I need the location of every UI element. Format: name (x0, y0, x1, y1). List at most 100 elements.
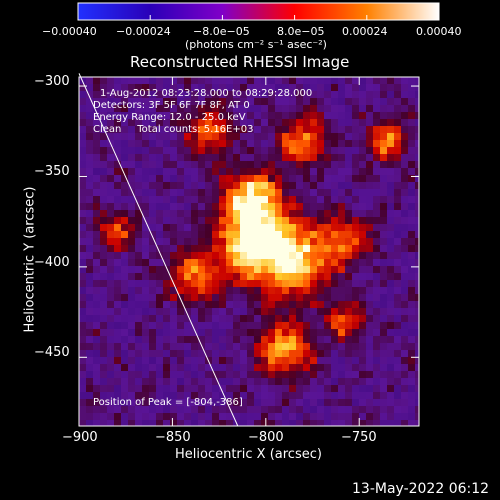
heatmap-cell (394, 245, 402, 253)
heatmap-cell (121, 210, 129, 218)
heatmap-cell (114, 140, 122, 148)
heatmap-cell (184, 308, 192, 316)
heatmap-cell (149, 420, 157, 426)
heatmap-cell (282, 420, 290, 426)
heatmap-cell (268, 301, 276, 309)
heatmap-cell (79, 161, 87, 169)
heatmap-cell (170, 315, 178, 323)
heatmap-cell (240, 133, 248, 141)
heatmap-cell (247, 315, 255, 323)
heatmap-cell (296, 91, 304, 99)
heatmap-cell (275, 238, 283, 246)
heatmap-cell (317, 406, 325, 414)
heatmap-cell (296, 126, 304, 134)
heatmap-cell (296, 420, 304, 426)
heatmap-cell (191, 371, 199, 379)
heatmap-cell (121, 217, 129, 225)
heatmap-cell (387, 280, 395, 288)
heatmap-cell (310, 168, 318, 176)
heatmap-cell (394, 91, 402, 99)
heatmap-cell (408, 91, 416, 99)
heatmap-cell (93, 182, 101, 190)
heatmap-cell (114, 224, 122, 232)
heatmap-cell (380, 105, 388, 113)
heatmap-cell (191, 147, 199, 155)
heatmap-cell (128, 294, 136, 302)
heatmap-cell (128, 175, 136, 183)
heatmap-cell (394, 336, 402, 344)
heatmap-cell (254, 406, 262, 414)
heatmap-cell (240, 161, 248, 169)
heatmap-cell (324, 203, 332, 211)
heatmap-cell (247, 287, 255, 295)
heatmap-cell (289, 245, 297, 253)
heatmap-cell (338, 140, 346, 148)
heatmap-cell (100, 161, 108, 169)
heatmap-cell (240, 371, 248, 379)
heatmap-cell (380, 119, 388, 127)
colorbar-tick-label-2: −8.0e−05 (193, 25, 250, 38)
heatmap-cell (324, 133, 332, 141)
heatmap-cell (79, 133, 87, 141)
heatmap-cell (128, 350, 136, 358)
heatmap-cell (296, 168, 304, 176)
heatmap-cell (387, 126, 395, 134)
heatmap-cell (345, 280, 353, 288)
heatmap-cell (226, 133, 234, 141)
heatmap-cell (177, 119, 185, 127)
heatmap-cell (254, 91, 262, 99)
heatmap-cell (128, 224, 136, 232)
heatmap-cell (142, 322, 150, 330)
heatmap-cell (352, 217, 360, 225)
heatmap-cell (324, 119, 332, 127)
heatmap-cell (345, 126, 353, 134)
heatmap-cell (408, 189, 416, 197)
heatmap-cell (296, 350, 304, 358)
heatmap-cell (135, 294, 143, 302)
heatmap-cell (268, 147, 276, 155)
heatmap-cell (86, 77, 94, 85)
heatmap-cell (212, 91, 220, 99)
heatmap-cell (121, 315, 129, 323)
heatmap-cell (275, 77, 283, 85)
heatmap-cell (191, 343, 199, 351)
heatmap-cell (198, 105, 206, 113)
heatmap-cell (170, 161, 178, 169)
heatmap-cell (254, 259, 262, 267)
heatmap-cell (387, 413, 395, 421)
heatmap-cell (261, 140, 269, 148)
heatmap-cell (338, 224, 346, 232)
heatmap-cell (359, 189, 367, 197)
heatmap-cell (205, 294, 213, 302)
heatmap-cell (338, 364, 346, 372)
heatmap-cell (366, 105, 374, 113)
heatmap-cell (121, 378, 129, 386)
heatmap-cell (275, 336, 283, 344)
heatmap-cell (170, 266, 178, 274)
heatmap-cell (268, 266, 276, 274)
heatmap-cell (128, 126, 136, 134)
heatmap-cell (296, 280, 304, 288)
heatmap-cell (303, 91, 311, 99)
heatmap-cell (121, 259, 129, 267)
heatmap-cell (107, 343, 115, 351)
heatmap-cell (324, 392, 332, 400)
heatmap-cell (394, 84, 402, 92)
heatmap-cell (331, 357, 339, 365)
heatmap-cell (107, 371, 115, 379)
heatmap-cell (268, 322, 276, 330)
heatmap-cell (359, 392, 367, 400)
heatmap-cell (254, 168, 262, 176)
heatmap-cell (394, 322, 402, 330)
heatmap-cell (366, 245, 374, 253)
heatmap-cell (114, 371, 122, 379)
heatmap-cell (170, 420, 178, 426)
heatmap-cell (233, 238, 241, 246)
heatmap-image (79, 77, 419, 426)
heatmap-cell (240, 350, 248, 358)
heatmap-cell (289, 252, 297, 260)
heatmap-cell (310, 182, 318, 190)
heatmap-cell (212, 119, 220, 127)
heatmap-cell (310, 322, 318, 330)
heatmap-cell (135, 77, 143, 85)
